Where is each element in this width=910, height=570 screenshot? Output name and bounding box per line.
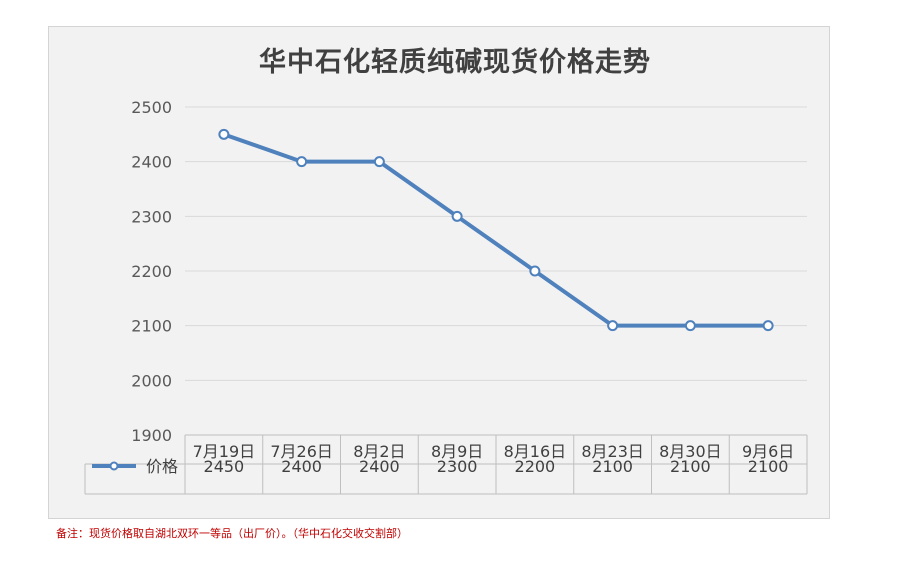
x-category-label: 8月2日 [353, 442, 405, 461]
x-category-label: 8月23日 [581, 442, 644, 461]
data-point [607, 320, 619, 332]
y-tick-label: 2500 [131, 98, 172, 117]
table-value: 2400 [359, 457, 400, 476]
table-value: 2300 [437, 457, 478, 476]
x-category-label: 8月30日 [659, 442, 722, 461]
y-tick-label: 2000 [131, 371, 172, 390]
data-point [684, 320, 696, 332]
series-line [223, 132, 769, 328]
y-tick-label: 2200 [131, 262, 172, 281]
x-category-label: 8月9日 [431, 442, 483, 461]
y-tick-label: 1900 [131, 426, 172, 445]
y-tick-label: 2300 [131, 207, 172, 226]
data-point [762, 320, 774, 332]
data-point [296, 156, 308, 168]
table-value: 2450 [204, 457, 245, 476]
table-value: 2100 [670, 457, 711, 476]
data-point [451, 210, 463, 222]
legend-label: 价格 [146, 457, 178, 476]
table-value: 2100 [592, 457, 633, 476]
x-category-label: 9月6日 [742, 442, 794, 461]
data-point [218, 128, 230, 140]
x-category-label: 7月26日 [270, 442, 333, 461]
x-category-label: 7月19日 [193, 442, 256, 461]
table-value: 2100 [748, 457, 789, 476]
chart-title: 华中石化轻质纯碱现货价格走势 [259, 47, 651, 78]
y-tick-label: 2100 [131, 317, 172, 336]
data-point [529, 265, 541, 277]
y-tick-label: 2400 [131, 153, 172, 172]
table-value: 2400 [281, 457, 322, 476]
footnote: 备注：现货价格取自湖北双环一等品（出厂价）。（华中石化交收交割部） [56, 527, 408, 540]
data-point [373, 156, 385, 168]
table-value: 2200 [515, 457, 556, 476]
x-category-label: 8月16日 [504, 442, 567, 461]
legend-marker [109, 461, 119, 471]
chart-frame [48, 26, 830, 519]
